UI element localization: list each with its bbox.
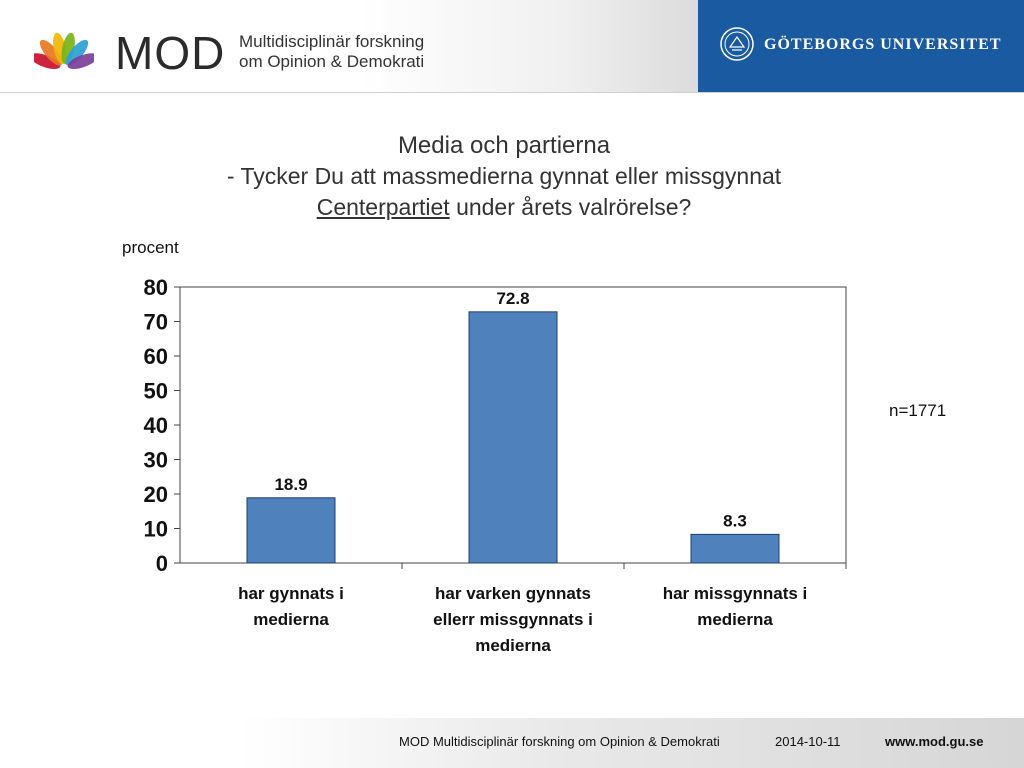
university-block: GÖTEBORGS UNIVERSITET: [698, 0, 1024, 92]
chart-subtitle-suffix: under årets valrörelse?: [456, 194, 692, 220]
y-tick-label: 30: [144, 448, 168, 473]
mod-brand-subtitle-line1: Multidisciplinär forskning: [239, 32, 425, 51]
x-category-label: har varken gynnats ellerr missgynnats i me…: [433, 584, 593, 655]
chart-subtitle-line1: - Tycker Du att massmedierna gynnat elle…: [226, 163, 782, 189]
mod-brand-subtitle: Multidisciplinär forskning om Opinion & …: [239, 32, 469, 72]
y-tick-label: 60: [144, 344, 168, 369]
chart-title: Media och partierna: [397, 132, 611, 159]
sample-size-note: n=1771: [889, 401, 947, 420]
y-tick-label: 20: [144, 482, 168, 507]
slide-title-block: Media och partierna - Tycker Du att mass…: [0, 130, 1008, 223]
mod-brand-subtitle-line2: om Opinion & Demokrati: [239, 52, 425, 71]
bar: [468, 311, 558, 564]
bar-chart: 0 10 20 30 40 50 60 70 80 18.9 har gynnats i medier…: [144, 275, 847, 655]
logo-petal: [67, 53, 94, 70]
y-tick-label: 80: [144, 275, 168, 300]
mod-brand: MOD: [115, 27, 226, 79]
x-category-label: har missgynnats i medierna: [663, 584, 808, 629]
y-tick-label: 10: [144, 517, 168, 542]
bar: [690, 533, 780, 564]
x-category-label: har gynnats i medierna: [238, 584, 344, 629]
chart-subtitle-line2: Centerpartiet under årets valrörelse?: [0, 192, 1008, 223]
bar-value-label: 18.9: [274, 475, 307, 494]
y-tick-label: 40: [144, 413, 168, 438]
mod-flower-logo-icon: [34, 32, 94, 70]
party-name: Centerpartiet: [316, 194, 450, 220]
logo-petal: [39, 39, 63, 66]
y-tick-label: 0: [156, 551, 168, 576]
footer-text: MOD Multidisciplinär forskning om Opinio…: [399, 734, 720, 749]
university-seal-icon: [720, 27, 754, 61]
university-name: GÖTEBORGS UNIVERSITET: [764, 36, 1002, 53]
bar-value-label: 8.3: [723, 511, 747, 530]
logo-petal: [34, 53, 61, 70]
bar-value-label: 72.8: [496, 289, 529, 308]
y-tick-label: 70: [144, 310, 168, 335]
y-tick-label: 50: [144, 379, 168, 404]
footer-url-link[interactable]: www.mod.gu.se: [885, 734, 984, 749]
logo-petal: [65, 39, 89, 66]
footer-date: 2014-10-11: [775, 734, 841, 749]
bar: [246, 497, 336, 564]
y-axis-label: procent: [122, 238, 179, 257]
header-banner: MOD Multidisciplinär forskning om Opinio…: [0, 0, 1024, 93]
footer-bar: [240, 718, 1024, 768]
